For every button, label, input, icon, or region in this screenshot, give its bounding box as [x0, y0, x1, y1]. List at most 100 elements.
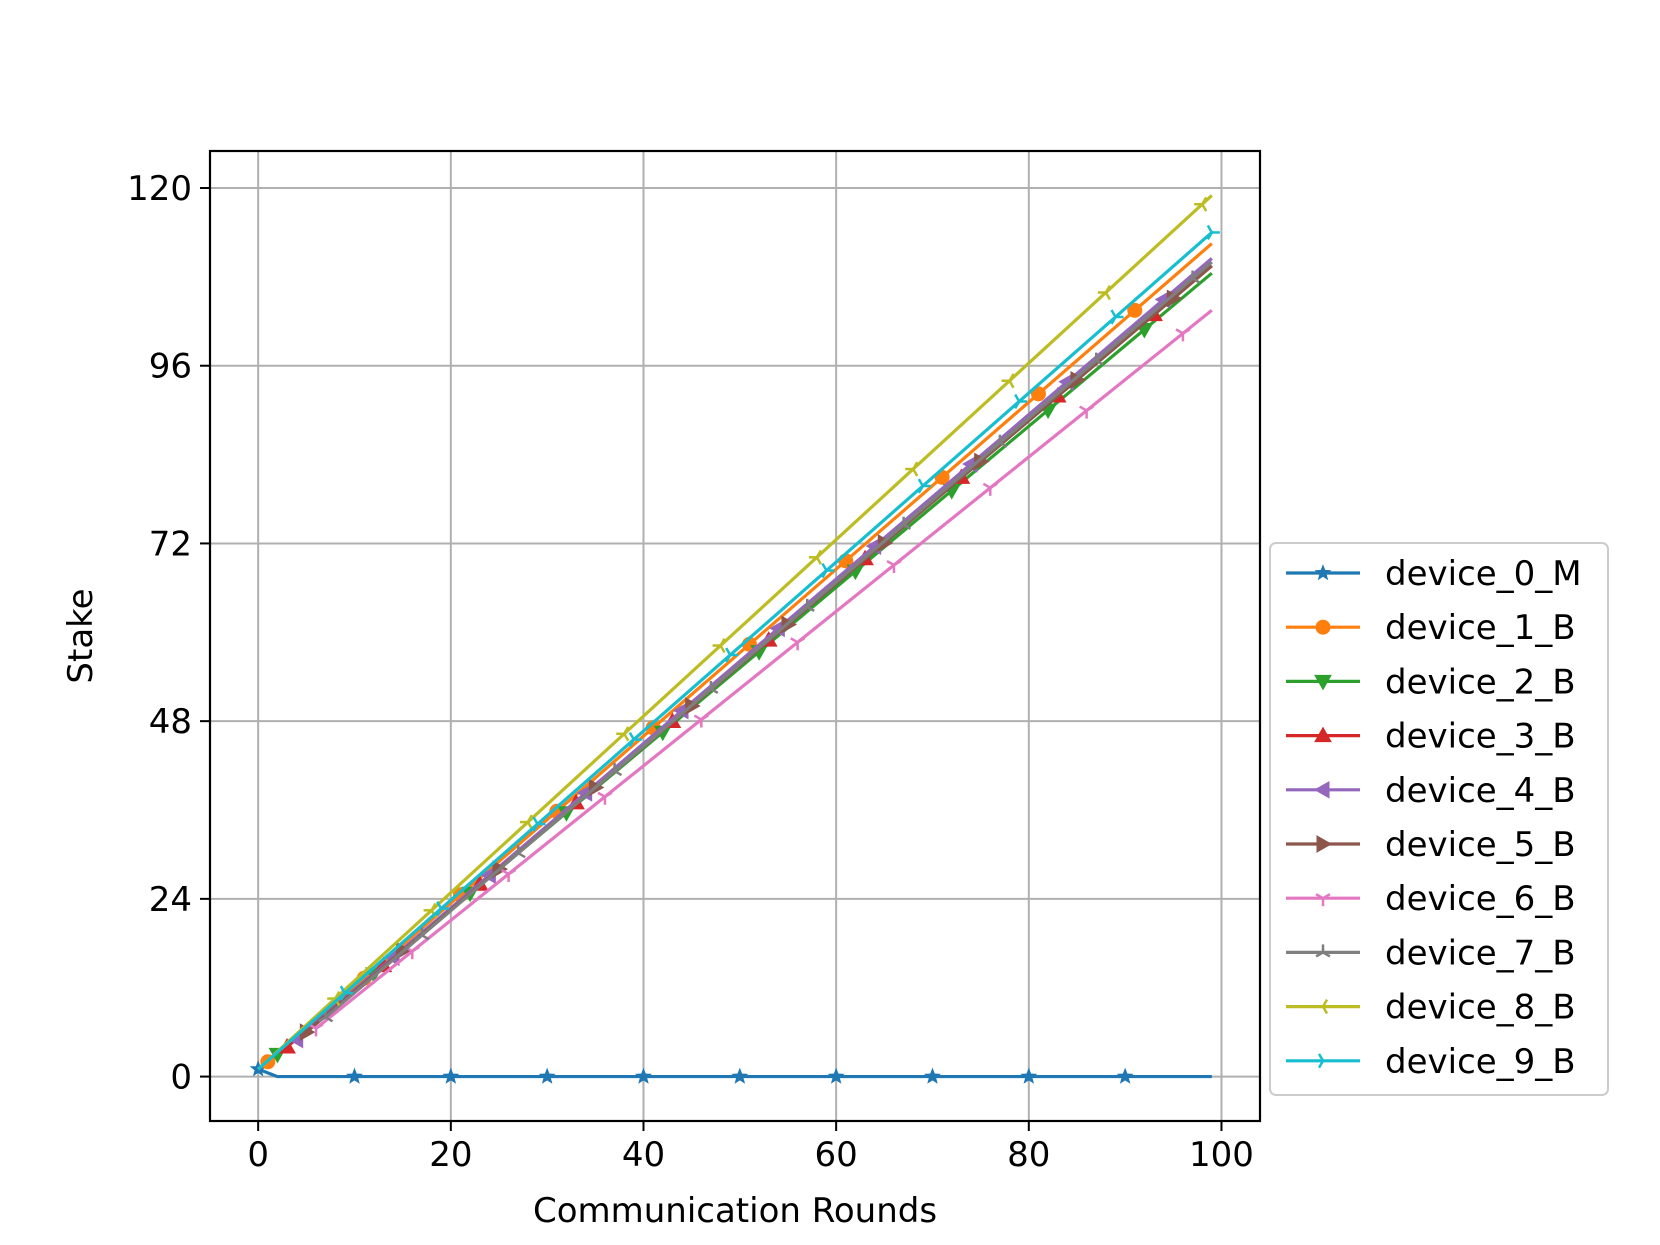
series-line: [314, 308, 1213, 1030]
legend-label: device_3_B: [1385, 717, 1576, 757]
x-tick-label: 40: [622, 1135, 665, 1175]
data-point: [1127, 302, 1143, 318]
data-point: [1088, 352, 1104, 366]
data-point: [1097, 284, 1111, 301]
x-tick-label: 100: [1189, 1135, 1254, 1175]
data-point: [1194, 196, 1208, 212]
y-tick-label: 120: [127, 169, 192, 209]
data-point: [339, 985, 353, 1001]
series-device_9_B: [257, 224, 1220, 1071]
data-point: [1014, 393, 1028, 410]
series-device_0_M: [249, 1060, 1212, 1084]
data-point: [1079, 405, 1095, 419]
legend-label: device_6_B: [1385, 879, 1576, 919]
legend-label: device_5_B: [1385, 825, 1576, 865]
series-device_6_B: [308, 308, 1213, 1037]
legend-item: device_1_B: [1286, 608, 1576, 648]
data-point: [510, 845, 526, 859]
x-tick-label: 0: [247, 1135, 269, 1175]
legend-item: device_8_B: [1286, 988, 1576, 1028]
x-tick-label: 60: [815, 1135, 858, 1175]
series-line: [257, 231, 1213, 1071]
data-point: [790, 637, 806, 651]
legend-marker: [1316, 835, 1333, 853]
data-point: [442, 1067, 460, 1084]
data-point: [808, 549, 822, 565]
legend-label: device_0_M: [1385, 554, 1582, 594]
data-point: [597, 791, 613, 805]
legend-item: device_9_B: [1286, 1042, 1576, 1082]
axis-ticks: 0 20 40 60 80 100 0 24 48 72 96 120: [127, 169, 1254, 1175]
data-point: [693, 714, 709, 728]
data-point: [532, 816, 546, 832]
y-tick-label: 72: [149, 524, 192, 564]
plot-frame: [208, 149, 1262, 1123]
data-point: [905, 461, 919, 477]
data-point: [821, 562, 835, 579]
legend-marker: [1313, 780, 1330, 799]
data-point: [616, 726, 630, 742]
data-point: [1175, 328, 1191, 342]
legend-item: device_2_B: [1286, 662, 1576, 702]
legend-label: device_8_B: [1385, 988, 1576, 1028]
series-device_1_B: [260, 242, 1213, 1070]
data-point: [1206, 224, 1220, 241]
data-point: [635, 1067, 652, 1084]
legend-marker: [1314, 564, 1332, 581]
legend-marker: [1315, 619, 1331, 635]
legend-label: device_7_B: [1385, 933, 1576, 973]
grid: [210, 151, 1260, 1121]
legend-label: device_2_B: [1385, 662, 1576, 702]
data-point: [731, 1067, 749, 1084]
y-axis-label: Stake: [61, 588, 101, 683]
legend-marker: [1315, 893, 1331, 907]
data-point: [827, 1067, 845, 1084]
legend-marker: [1317, 1053, 1331, 1069]
data-point: [896, 516, 912, 530]
data-point: [982, 482, 998, 496]
legend-label: device_1_B: [1385, 608, 1576, 648]
data-point: [1110, 309, 1124, 325]
data-point: [1030, 386, 1046, 402]
data-point: [1185, 270, 1201, 284]
legend-item: device_3_B: [1286, 717, 1576, 757]
y-tick-label: 96: [149, 347, 192, 387]
data-point: [1116, 1067, 1134, 1084]
legend-item: device_0_M: [1286, 554, 1582, 594]
legend-item: device_6_B: [1286, 879, 1576, 919]
series-device_7_B: [318, 260, 1213, 1023]
data-point: [725, 647, 739, 663]
data-point: [346, 1067, 363, 1084]
legend: device_0_M device_1_B device_2_B device_3_B…: [1269, 542, 1609, 1096]
data-point: [1020, 1067, 1038, 1084]
series-line: [257, 194, 1213, 1071]
y-tick-label: 48: [149, 702, 192, 742]
data-point: [414, 927, 430, 941]
data-point: [607, 763, 623, 777]
data-point: [1001, 373, 1015, 389]
legend-marker: [1314, 674, 1332, 691]
x-axis-label: Communication Rounds: [533, 1191, 937, 1231]
data-point: [703, 680, 719, 695]
data-point: [799, 598, 815, 612]
series-device_8_B: [257, 194, 1213, 1071]
series-group: [249, 194, 1220, 1084]
data-point: [917, 478, 931, 494]
y-tick-label: 0: [170, 1058, 192, 1098]
legend-marker: [1315, 999, 1329, 1015]
y-tick-label: 24: [149, 880, 192, 920]
data-point: [436, 901, 450, 917]
legend-item: device_5_B: [1286, 825, 1576, 865]
legend-item: device_4_B: [1286, 771, 1576, 811]
data-point: [712, 637, 726, 654]
data-point: [992, 434, 1008, 448]
data-point: [628, 731, 642, 748]
data-point: [538, 1067, 556, 1084]
x-tick-label: 80: [1007, 1135, 1050, 1175]
data-point: [501, 868, 517, 882]
series-line: [324, 260, 1213, 1019]
legend-label: device_4_B: [1385, 771, 1576, 811]
data-point: [924, 1067, 941, 1084]
legend-marker: [1314, 726, 1332, 743]
